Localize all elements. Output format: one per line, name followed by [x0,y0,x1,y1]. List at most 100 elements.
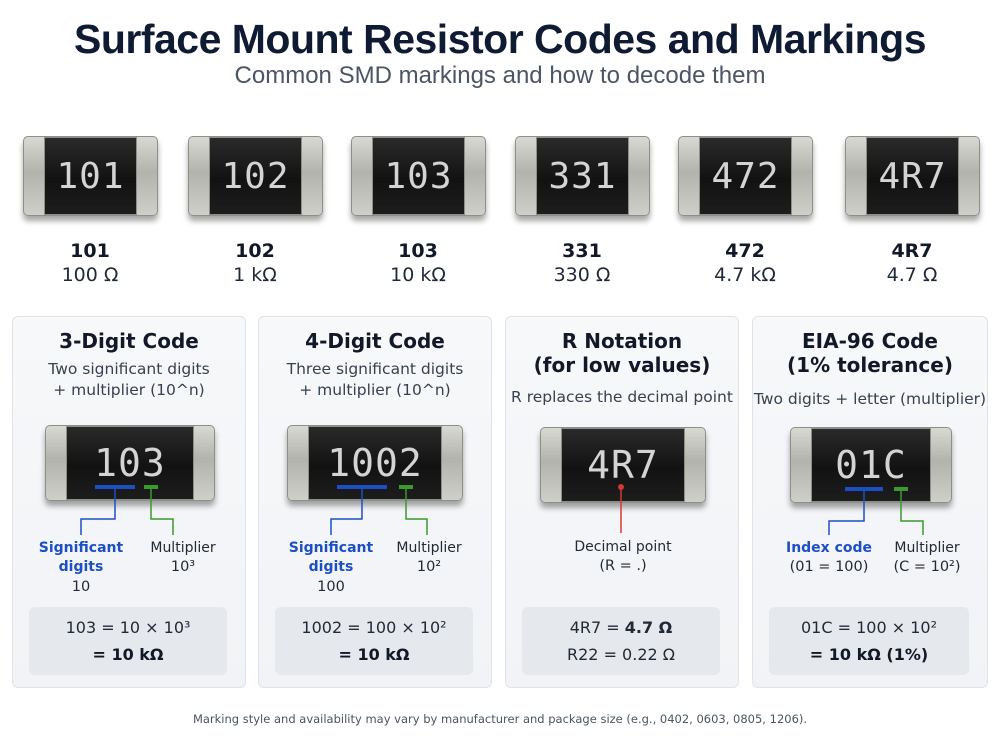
chip-value-label: 4.7 Ω [886,264,938,286]
chip-code-label: 331 [562,240,602,262]
chip-marking: 4R7 [562,427,684,503]
multiplier-label: Multiplier [894,540,960,556]
decimal-point-value: (R = .) [599,558,647,574]
chip-end-cap [628,136,650,216]
chip-end-cap [351,136,373,216]
chip-end-cap [464,136,486,216]
chip-end-cap [791,136,813,216]
chip-end-cap [301,136,323,216]
chip-end-cap [287,425,309,501]
formula-result: = 10 kΩ [338,645,410,664]
chip-end-cap [515,136,537,216]
formula-line: 103 = 10 × 10³ [65,618,191,637]
chip-end-cap [188,136,210,216]
panel-r-notation: R Notation (for low values) R replaces t… [505,316,739,688]
significant-digits-value: 100 [317,579,345,595]
multiplier-value: (C = 10²) [893,559,961,575]
resistor-chip-1002-detail: 1002 [287,425,463,501]
panel-3-digit-code: 3-Digit Code Two significant digits + mu… [12,316,246,688]
formula-line: 1002 = 100 × 10² [301,618,447,637]
panel-4-digit-code: 4-Digit Code Three significant digits + … [258,316,492,688]
panel-title-sub: (1% tolerance) [787,353,953,377]
page-subtitle: Common SMD markings and how to decode th… [234,62,766,89]
chip-end-cap [678,136,700,216]
resistor-chip-101: 101 [23,136,158,216]
chip-marking: 01C [812,427,930,503]
footnote: Marking style and availability may vary … [192,712,808,726]
index-code-label: Index code [785,540,873,556]
formula-line: 01C = 100 × 10² [801,618,937,637]
resistor-chip-01c-detail: 01C [790,427,952,503]
panel-description-line: Two significant digits [48,360,210,378]
formula-box: 1002 = 100 × 10² = 10 kΩ [275,607,473,675]
chip-marking: 331 [537,136,628,216]
panel-description-line: Three significant digits [286,360,464,378]
chip-end-cap [684,427,706,503]
multiplier-value: 10² [416,559,442,575]
chip-code-label: 472 [725,240,765,262]
chip-end-cap [23,136,45,216]
chip-marking: 103 [373,136,464,216]
significant-digits-label: digits [308,559,354,575]
panel-eia-96-code: EIA-96 Code (1% tolerance) Two digits + … [752,316,988,688]
formula-line: 4R7 = 4.7 Ω [522,618,720,637]
multiplier-label: Multiplier [396,540,462,556]
chip-end-cap [790,427,812,503]
chip-end-cap [845,136,867,216]
panel-title-sub: (for low values) [533,353,711,377]
chip-value-label: 330 Ω [553,264,611,286]
formula-box: 103 = 10 × 10³ = 10 kΩ [29,607,227,675]
panel-title: 4-Digit Code [305,329,445,353]
decimal-point-label: Decimal point [574,539,672,555]
chip-value-label: 4.7 kΩ [714,264,776,286]
chip-marking: 472 [700,136,791,216]
panel-description-line: + multiplier (10^n) [53,381,205,399]
annotation-lines [618,484,624,533]
resistor-chip-331: 331 [515,136,650,216]
significant-digits-label: Significant [38,540,124,556]
annotation-lines [80,485,174,535]
chip-end-cap [45,425,67,501]
index-code-value: (01 = 100) [789,559,869,575]
chip-code-label: 103 [398,240,438,262]
formula-box: 01C = 100 × 10² = 10 kΩ (1%) [769,607,969,675]
chip-marking: 4R7 [867,136,958,216]
significant-digits-value: 10 [71,579,91,595]
significant-digits-label: digits [58,559,104,575]
formula-result: = 10 kΩ (1%) [809,645,929,664]
panel-description-line: R replaces the decimal point [511,388,733,406]
multiplier-value: 10³ [170,559,196,575]
chip-code-label: 4R7 [891,240,933,262]
chip-code-label: 101 [70,240,110,262]
chip-code-label: 102 [235,240,275,262]
chip-value-label: 1 kΩ [233,264,277,286]
resistor-chip-102: 102 [188,136,323,216]
chip-end-cap [540,427,562,503]
page-title: Surface Mount Resistor Codes and Marking… [73,16,927,62]
chip-end-cap [930,427,952,503]
chip-end-cap [958,136,980,216]
panel-title: EIA-96 Code [802,329,938,353]
panel-description-line: + multiplier (10^n) [299,381,451,399]
annotation-lines [330,485,428,535]
chip-value-label: 100 Ω [61,264,119,286]
formula-box: 4R7 = 4.7 Ω R22 = 0.22 Ω [522,607,720,675]
chip-end-cap [441,425,463,501]
panel-title: R Notation [561,329,683,353]
multiplier-label: Multiplier [150,540,216,556]
formula-bold-value: 4.7 Ω [624,618,673,637]
panel-title: 3-Digit Code [59,329,199,353]
formula-line: R22 = 0.22 Ω [567,645,675,664]
resistor-chip-472: 472 [678,136,813,216]
annotation-lines [828,487,924,535]
chip-marking: 102 [210,136,301,216]
formula-prefix: 4R7 = [569,618,625,637]
significant-digits-label: Significant [288,540,374,556]
resistor-chip-4r7-detail: 4R7 [540,427,706,503]
resistor-chip-103: 103 [351,136,486,216]
chip-end-cap [136,136,158,216]
formula-result: = 10 kΩ [92,645,164,664]
chip-marking: 101 [45,136,136,216]
panel-description-line: Two digits + letter (multiplier) [753,390,987,408]
chip-value-label: 10 kΩ [390,264,446,286]
